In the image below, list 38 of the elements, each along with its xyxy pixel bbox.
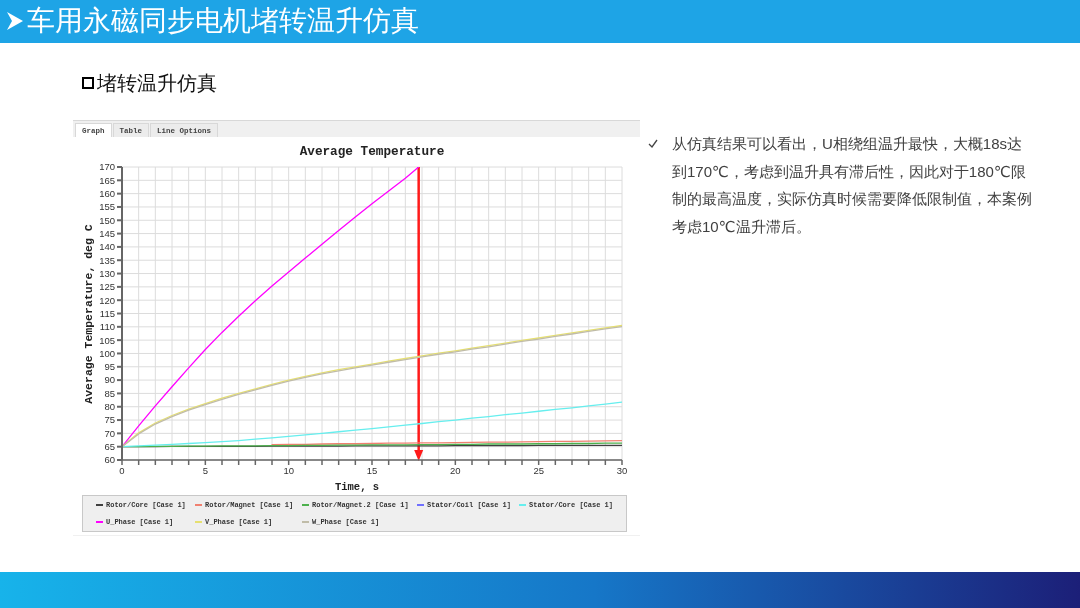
y-tick-label: 70 (104, 427, 115, 439)
x-tick-label: 25 (533, 464, 544, 476)
y-tick-label: 150 (99, 214, 115, 226)
x-tick-label: 5 (202, 464, 208, 476)
y-tick-label: 100 (99, 347, 115, 359)
y-tick-label: 105 (99, 334, 115, 346)
y-tick-label: 65 (104, 441, 115, 453)
line-series (122, 167, 420, 448)
y-tick-label: 170 (99, 161, 115, 173)
x-axis-title: Time, s (334, 481, 380, 493)
y-tick-label: 90 (104, 374, 115, 386)
y-tick-label: 95 (104, 361, 115, 373)
y-tick-label: 115 (99, 307, 115, 319)
y-tick-label: 60 (104, 454, 115, 466)
y-tick-label: 130 (99, 267, 115, 279)
y-tick-label: 155 (99, 201, 115, 213)
y-tick-label: 80 (104, 401, 115, 413)
y-tick-label: 135 (99, 254, 115, 266)
y-tick-label: 165 (99, 174, 115, 186)
x-tick-label: 10 (283, 464, 294, 476)
x-tick-label: 0 (119, 464, 125, 476)
y-tick-label: 140 (99, 241, 115, 253)
x-tick-label: 15 (366, 464, 378, 476)
line-series (122, 401, 622, 448)
text: 从仿真结果可以看出，U相绕组温升最快，大概18s达到170℃，考虑到温升具有滞后性，因此对于180℃限制的最高温度，实际仿真时候需要降低限制值，本案例考虑10℃温升滞后。 (672, 134, 1033, 237)
text: 车用永磁同步电机堵转温升仿真 (27, 4, 419, 38)
x-tick-label: 30 (616, 464, 628, 476)
chart-title: Average Temperature (299, 144, 445, 159)
y-tick-label: 120 (99, 294, 115, 306)
x-tick-label: 20 (450, 464, 461, 476)
y-tick-label: 85 (104, 387, 115, 399)
y-tick-label: 125 (99, 281, 115, 293)
y-tick-label: 75 (104, 414, 115, 426)
y-tick-label: 160 (99, 188, 115, 200)
text: 堵转温升仿真 (97, 71, 217, 96)
y-tick-label: 145 (99, 227, 115, 239)
y-axis-title: Average Temperature, deg C (81, 223, 95, 404)
y-tick-label: 110 (99, 321, 115, 333)
